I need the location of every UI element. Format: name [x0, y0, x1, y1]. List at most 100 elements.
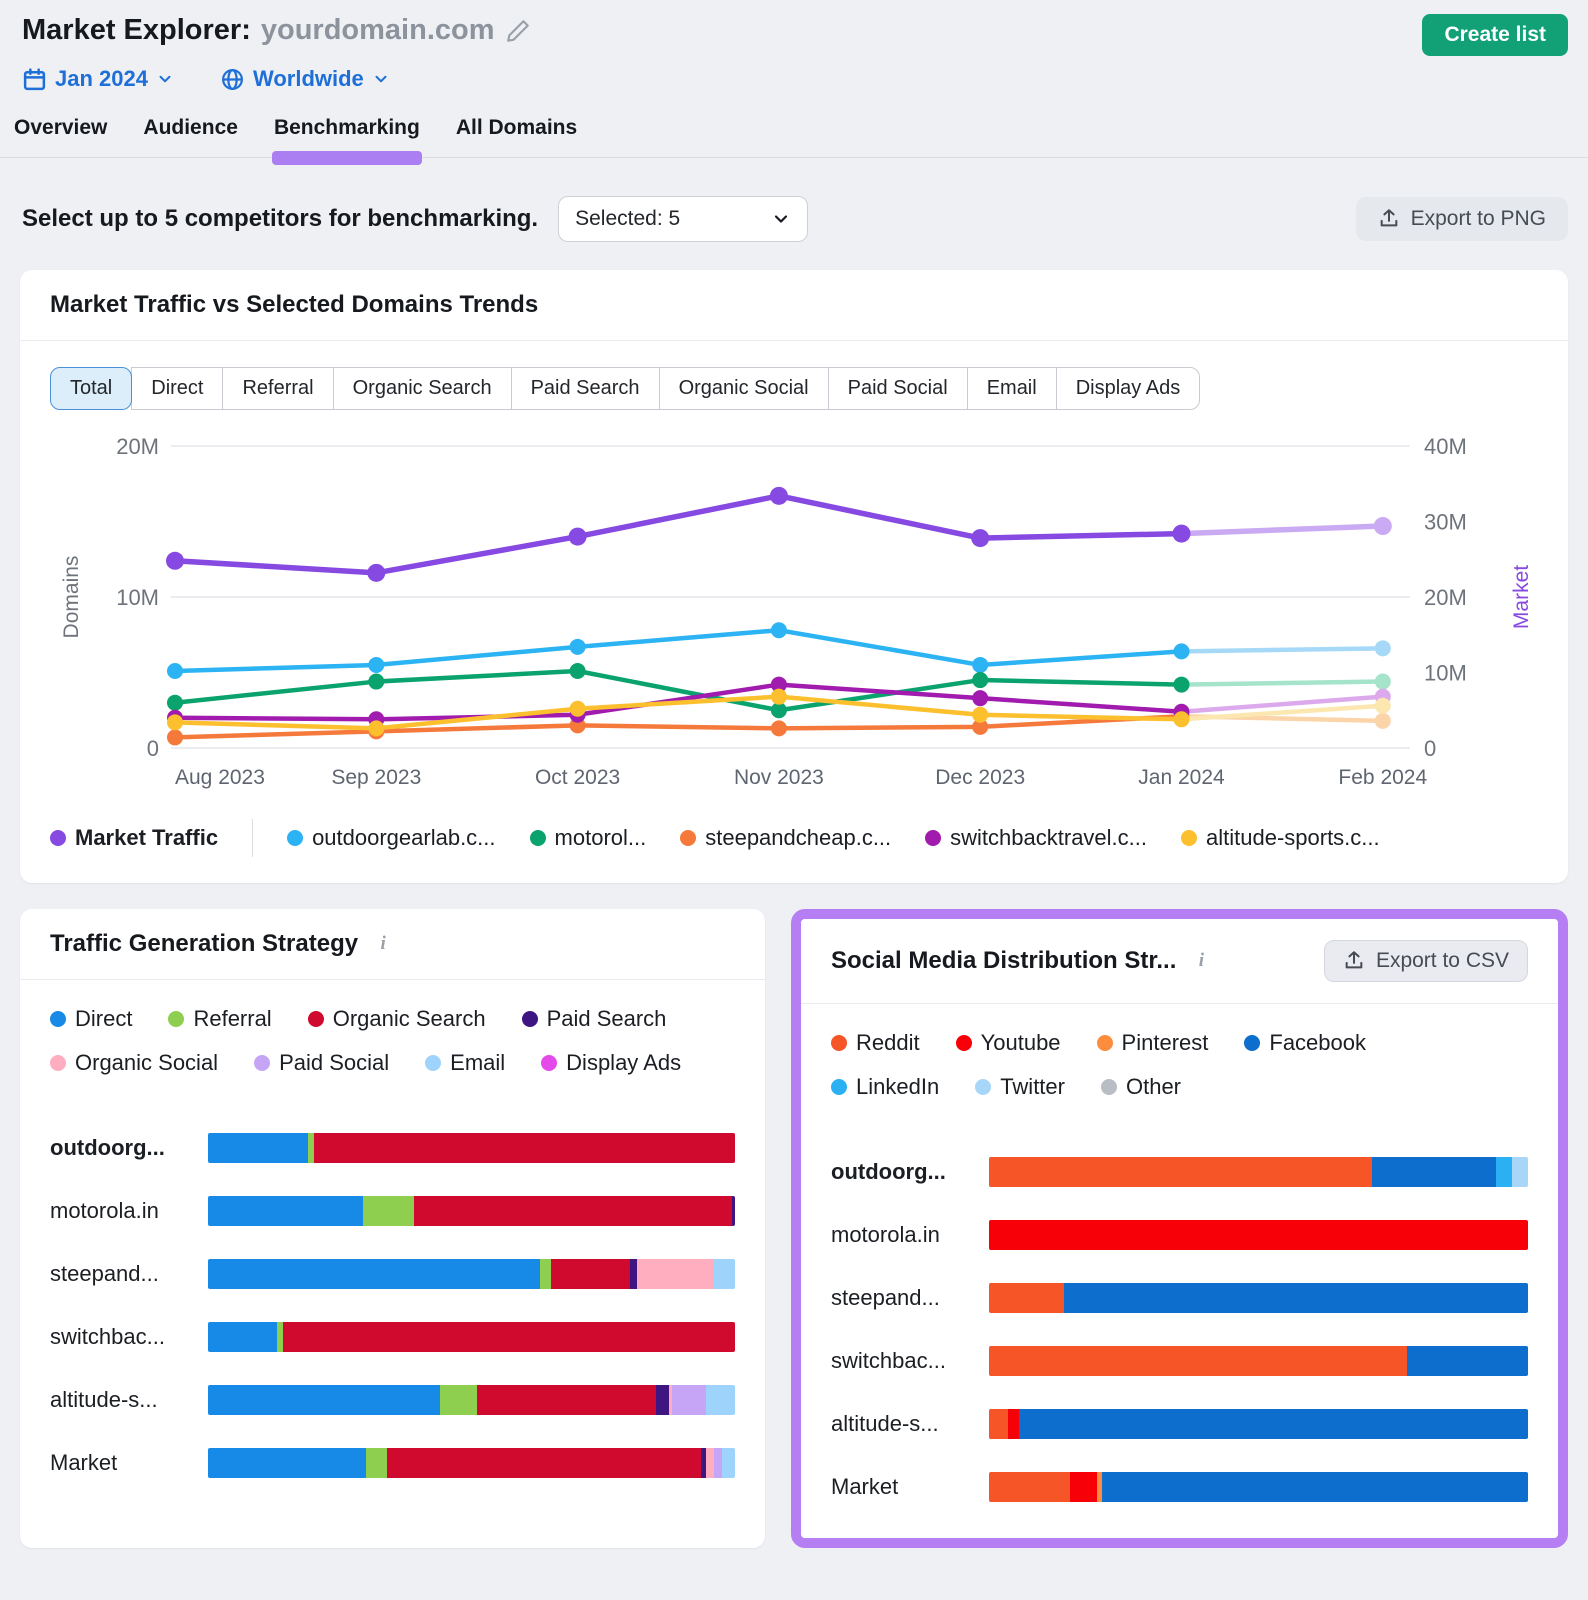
channel-tab-total[interactable]: Total — [50, 367, 132, 410]
legend-label: Email — [450, 1050, 505, 1076]
legend-item-facebook[interactable]: Facebook — [1244, 1030, 1366, 1056]
globe-icon — [220, 67, 245, 92]
bar-segment-organic-search — [283, 1322, 735, 1352]
stacked-bar — [208, 1322, 735, 1352]
legend-dot — [50, 1011, 66, 1027]
bar-segment-direct — [208, 1196, 363, 1226]
tab-overview[interactable]: Overview — [14, 116, 107, 157]
channel-tab-organic-search[interactable]: Organic Search — [333, 367, 512, 410]
edit-pencil-icon[interactable] — [505, 18, 531, 44]
legend-item-organic-search[interactable]: Organic Search — [308, 1006, 486, 1032]
legend-label: Market Traffic — [75, 825, 218, 851]
social-distribution-title: Social Media Distribution Str... — [831, 947, 1176, 975]
export-png-label: Export to PNG — [1411, 207, 1546, 231]
legend-label: Facebook — [1269, 1030, 1366, 1056]
legend-dot — [1101, 1079, 1117, 1095]
svg-text:40M: 40M — [1424, 434, 1467, 459]
legend-item-linkedin[interactable]: LinkedIn — [831, 1074, 939, 1100]
bar-row-market: Market — [831, 1472, 1528, 1502]
stacked-bar — [989, 1220, 1528, 1250]
channel-tab-organic-social[interactable]: Organic Social — [659, 367, 829, 410]
chevron-down-icon — [372, 70, 390, 88]
trend-legend-item[interactable]: motorol... — [530, 825, 647, 851]
trend-legend-item[interactable]: switchbacktravel.c... — [925, 825, 1147, 851]
traffic-generation-card: Traffic Generation Strategy i Direct Refe… — [20, 909, 765, 1548]
bar-segment-paid-search — [656, 1385, 669, 1415]
selected-competitors-dropdown[interactable]: Selected: 5 — [558, 196, 808, 242]
bar-row-label: motorola.in — [50, 1198, 208, 1224]
region-selector[interactable]: Worldwide — [220, 66, 390, 92]
bar-segment-reddit — [989, 1409, 1008, 1439]
legend-item-youtube[interactable]: Youtube — [956, 1030, 1061, 1056]
legend-dot — [50, 830, 66, 846]
legend-item-twitter[interactable]: Twitter — [975, 1074, 1065, 1100]
legend-item-display-ads[interactable]: Display Ads — [541, 1050, 681, 1076]
channel-tab-direct[interactable]: Direct — [131, 367, 223, 410]
channel-tab-paid-social[interactable]: Paid Social — [828, 367, 968, 410]
stacked-bar — [208, 1385, 735, 1415]
tab-benchmarking[interactable]: Benchmarking — [274, 116, 420, 157]
channel-tab-referral[interactable]: Referral — [222, 367, 333, 410]
legend-label: Youtube — [981, 1030, 1061, 1056]
legend-item-reddit[interactable]: Reddit — [831, 1030, 920, 1056]
legend-label: Direct — [75, 1006, 132, 1032]
info-icon[interactable]: i — [372, 933, 394, 955]
legend-dot — [1244, 1035, 1260, 1051]
stacked-bar — [989, 1472, 1528, 1502]
channel-tab-email[interactable]: Email — [967, 367, 1057, 410]
trend-legend-item[interactable]: Market Traffic — [50, 825, 218, 851]
stacked-bar — [989, 1157, 1528, 1187]
legend-item-paid-social[interactable]: Paid Social — [254, 1050, 389, 1076]
svg-text:Aug 2023: Aug 2023 — [175, 766, 265, 789]
bar-segment-referral — [440, 1385, 477, 1415]
date-selector[interactable]: Jan 2024 — [22, 66, 174, 92]
legend-dot — [308, 1011, 324, 1027]
bar-segment-organic-search — [477, 1385, 656, 1415]
bar-row-market: Market — [50, 1448, 735, 1478]
bar-row-switchbac: switchbac... — [831, 1346, 1528, 1376]
legend-dot — [287, 830, 303, 846]
legend-item-organic-social[interactable]: Organic Social — [50, 1050, 218, 1076]
legend-label: motorol... — [555, 825, 647, 851]
traffic-legend: Direct Referral Organic Search Paid Search O… — [20, 980, 765, 1076]
legend-item-direct[interactable]: Direct — [50, 1006, 132, 1032]
export-csv-button[interactable]: Export to CSV — [1324, 940, 1528, 982]
export-png-button[interactable]: Export to PNG — [1356, 197, 1568, 241]
legend-label: Organic Social — [75, 1050, 218, 1076]
legend-item-email[interactable]: Email — [425, 1050, 505, 1076]
page-title-domain: yourdomain.com — [261, 14, 495, 47]
tab-all-domains[interactable]: All Domains — [456, 116, 577, 157]
legend-dot — [680, 830, 696, 846]
trend-legend-item[interactable]: steepandcheap.c... — [680, 825, 891, 851]
trend-chart: 20M10M040M30M20M10M0Aug 2023Sep 2023Oct … — [20, 410, 1568, 803]
stacked-bar — [208, 1196, 735, 1226]
svg-text:Nov 2023: Nov 2023 — [734, 766, 824, 789]
bar-row-steepand: steepand... — [831, 1283, 1528, 1313]
legend-item-referral[interactable]: Referral — [168, 1006, 271, 1032]
channel-tab-paid-search[interactable]: Paid Search — [511, 367, 660, 410]
bar-segment-email — [714, 1259, 735, 1289]
legend-dot — [530, 830, 546, 846]
legend-label: Referral — [193, 1006, 271, 1032]
channel-tab-display-ads[interactable]: Display Ads — [1056, 367, 1201, 410]
tab-audience[interactable]: Audience — [143, 116, 238, 157]
svg-text:Dec 2023: Dec 2023 — [935, 766, 1025, 789]
create-list-button[interactable]: Create list — [1422, 14, 1568, 56]
trend-legend-item[interactable]: altitude-sports.c... — [1181, 825, 1380, 851]
bar-segment-organic-search — [314, 1133, 735, 1163]
legend-label: steepandcheap.c... — [705, 825, 891, 851]
bar-row-label: outdoorg... — [831, 1159, 989, 1185]
bar-row-label: outdoorg... — [50, 1135, 208, 1161]
legend-item-other[interactable]: Other — [1101, 1074, 1181, 1100]
traffic-generation-title: Traffic Generation Strategy — [50, 930, 358, 958]
bar-row-label: switchbac... — [50, 1324, 208, 1350]
legend-item-paid-search[interactable]: Paid Search — [522, 1006, 667, 1032]
info-icon[interactable]: i — [1190, 950, 1212, 972]
bar-segment-direct — [208, 1259, 540, 1289]
selected-competitors-label: Selected: 5 — [575, 207, 680, 231]
trend-legend-item[interactable]: outdoorgearlab.c... — [287, 825, 495, 851]
bar-segment-reddit — [989, 1346, 1407, 1376]
legend-item-pinterest[interactable]: Pinterest — [1097, 1030, 1209, 1056]
svg-text:Domains: Domains — [60, 556, 83, 639]
nav-tabs-row: Overview Audience Benchmarking All Domains — [0, 116, 1588, 158]
